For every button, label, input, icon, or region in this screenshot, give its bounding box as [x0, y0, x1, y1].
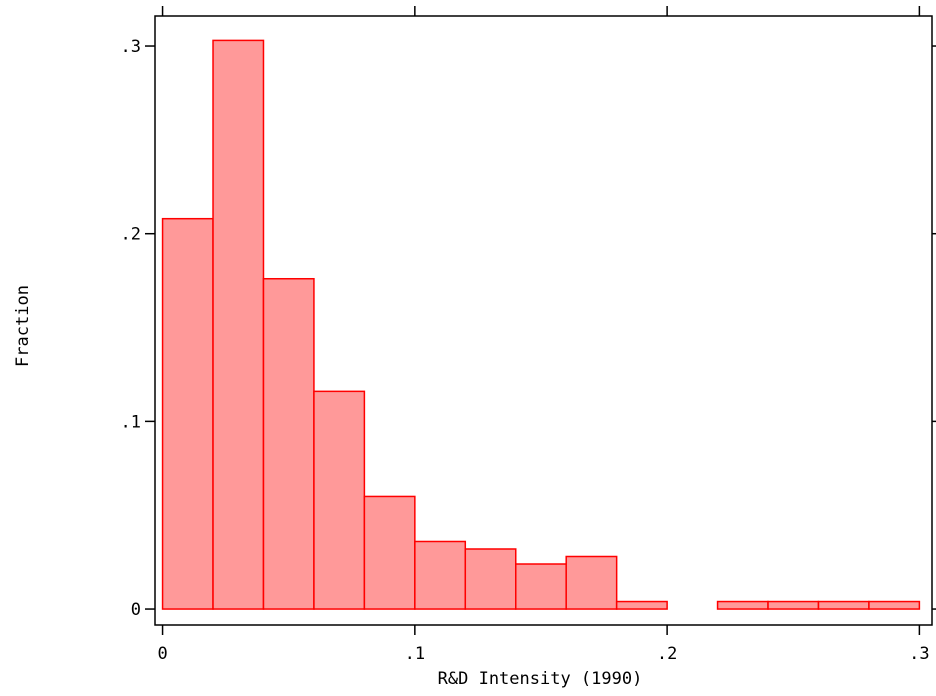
histogram-bar — [262, 277, 315, 610]
y-tick-label: .1 — [121, 412, 141, 432]
y-axis-title: Fraction — [13, 285, 33, 367]
histogram-bar — [767, 600, 820, 610]
histogram-bar — [817, 600, 870, 610]
histogram-bar — [716, 600, 769, 610]
histogram-bar — [615, 600, 668, 610]
x-tick-label: .3 — [909, 644, 929, 664]
x-axis-title: R&D Intensity (1990) — [438, 669, 643, 689]
histogram-bar — [212, 39, 265, 610]
y-axis-ticks: 0 .1 .2 .3 — [121, 37, 936, 620]
y-tick-label: 0 — [131, 600, 141, 620]
y-tick-label: .3 — [121, 37, 141, 57]
histogram-bar — [868, 600, 921, 610]
x-tick-label: 0 — [157, 644, 167, 664]
histogram-bar — [313, 390, 366, 610]
histogram-bar — [565, 555, 618, 610]
histogram-bar — [414, 540, 467, 610]
histogram-bar — [161, 217, 214, 610]
y-tick-label: .2 — [121, 225, 141, 245]
histogram-bar — [515, 563, 567, 610]
x-tick-label: .1 — [405, 644, 425, 664]
histogram-bar — [363, 495, 416, 610]
plot-frame — [154, 15, 933, 626]
bars-group — [161, 39, 921, 610]
x-tick-label: .2 — [657, 644, 677, 664]
histogram-bar — [464, 548, 517, 610]
x-axis-ticks: 0 .1 .2 .3 — [157, 6, 930, 664]
